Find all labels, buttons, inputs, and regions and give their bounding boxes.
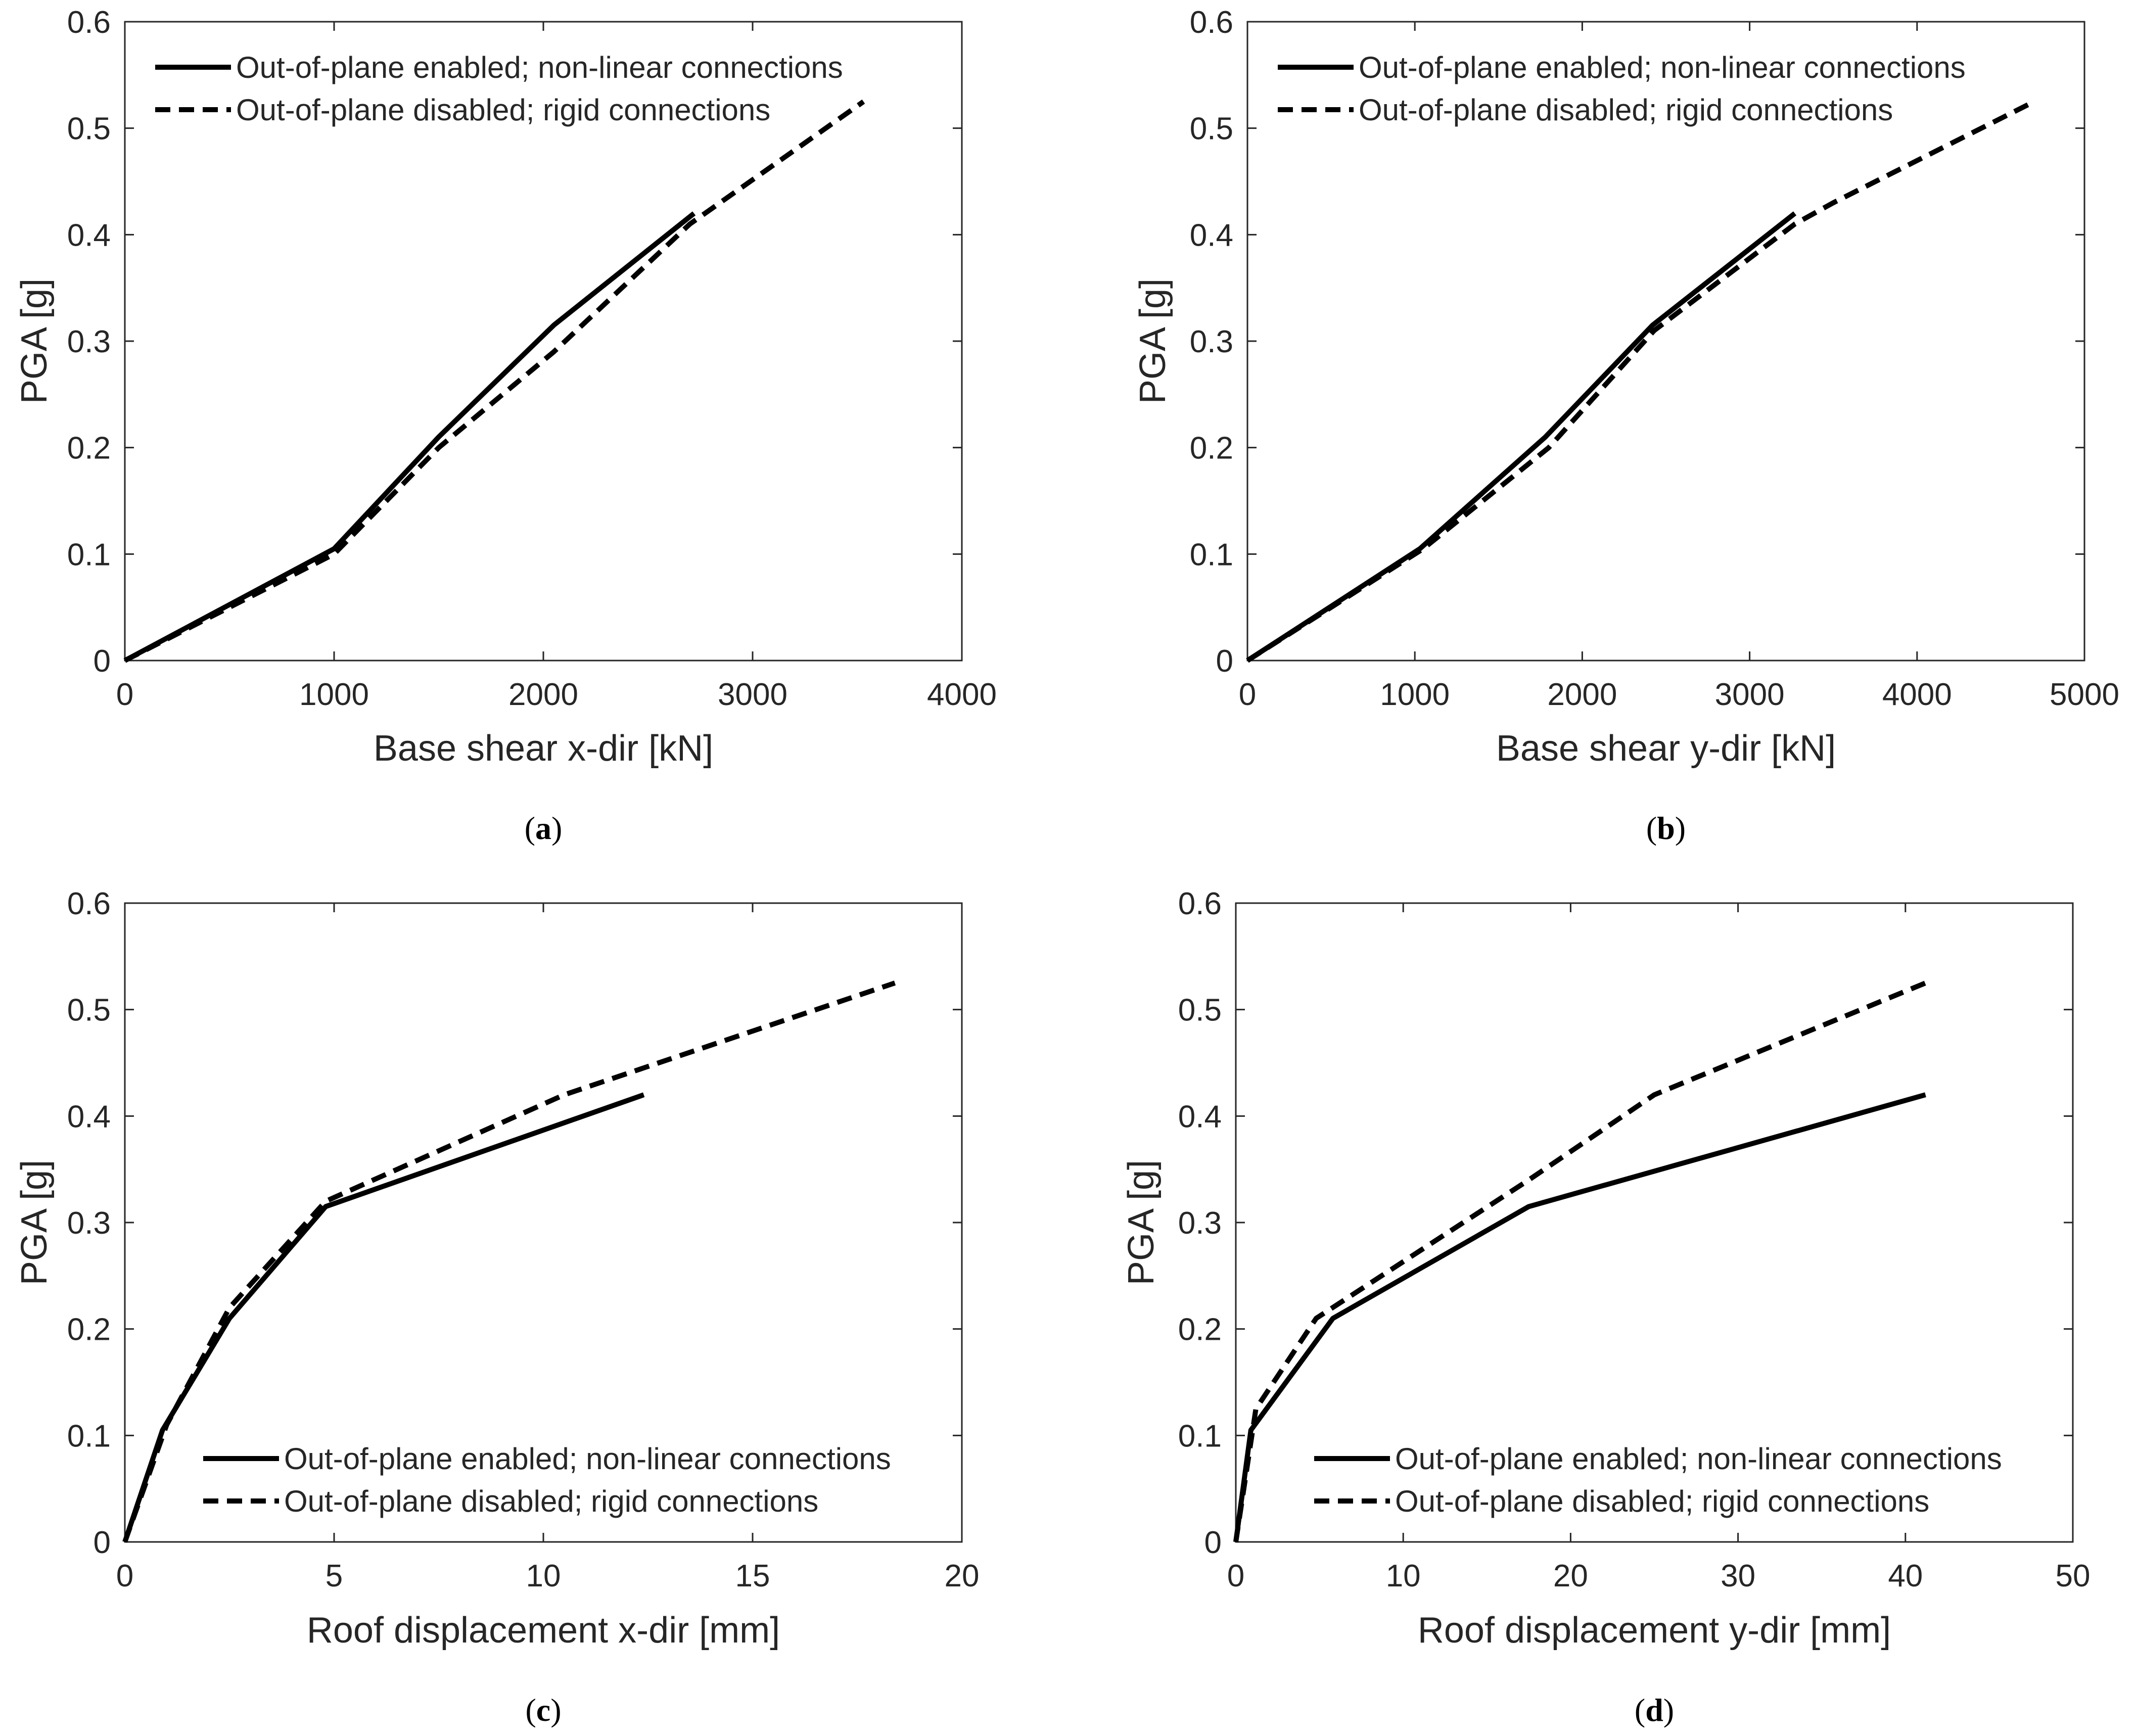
x-tick-label: 10 [1386,1559,1421,1593]
y-tick-label: 0.6 [1190,5,1233,40]
y-tick-label: 0 [1204,1525,1222,1560]
y-tick-label: 0.3 [1178,1206,1222,1241]
y-tick-label: 0 [94,644,111,679]
y-tick-label: 0.3 [1190,324,1233,359]
y-tick-label: 0.2 [67,1312,111,1347]
y-axis-label: PGA [g] [14,278,55,404]
y-tick-label: 0.6 [67,886,111,921]
y-tick-label: 0.1 [67,537,111,572]
legend-entry: Out-of-plane disabled; rigid connections [284,1484,818,1518]
x-tick-label: 3000 [1715,677,1785,712]
chart-panel-c: 0 5 10 15 20 0 0.1 0.2 0.3 0.4 0.5 0.6 Roof displace… [14,886,979,1728]
x-tick-label: 1000 [299,677,369,712]
series-line-nonlinear [123,211,696,663]
legend: Out-of-plane enabled; non-linear connect… [1314,1442,2002,1518]
caption-letter: a [535,810,551,846]
chart-panel-a: 0 1000 2000 3000 4000 0 0.1 0.2 0.3 0.4 0.5 0.6 Base… [14,5,997,846]
figure-caption: (c) [525,1692,561,1728]
x-tick-label: 20 [1553,1559,1588,1593]
legend: Out-of-plane enabled; non-linear connect… [203,1442,891,1518]
y-tick-label: 0.6 [67,5,111,40]
y-tick-label: 0.4 [67,218,111,253]
y-axis-label: PGA [g] [14,1160,55,1285]
y-axis-label: PGA [g] [1121,1160,1162,1285]
legend-entry: Out-of-plane disabled; rigid connections [236,93,770,127]
y-tick-label: 0.3 [67,1206,111,1241]
y-tick-label: 0 [94,1525,111,1560]
y-tick-label: 0 [1216,644,1233,679]
y-tick-label: 0.4 [1178,1099,1222,1134]
x-tick-label: 0 [1227,1559,1244,1593]
legend: Out-of-plane enabled; non-linear connect… [155,51,843,127]
y-tick-label: 0.2 [1190,431,1233,466]
x-tick-label: 4000 [1882,677,1952,712]
y-tick-label: 0.6 [1178,886,1222,921]
x-tick-label: 0 [1239,677,1256,712]
y-tick-label: 0.1 [1190,537,1233,572]
x-tick-label: 40 [1888,1559,1923,1593]
figure-caption: (b) [1646,810,1686,846]
series-line-rigid [123,99,865,663]
legend-entry: Out-of-plane disabled; rigid connections [1359,93,1893,127]
x-tick-label: 4000 [927,677,997,712]
chart-panel-b: 0 1000 2000 3000 4000 5000 0 0.1 0.2 0.3 0.4 0.5 0.6… [1133,5,2119,846]
figure-caption: (a) [525,810,563,846]
series-line-rigid [1246,99,2035,663]
legend-entry: Out-of-plane disabled; rigid connections [1395,1484,1929,1518]
caption-letter: c [536,1692,550,1728]
x-tick-label: 1000 [1380,677,1450,712]
x-tick-label: 15 [735,1559,770,1593]
x-axis-label: Roof displacement y-dir [mm] [1418,1610,1891,1651]
legend-entry: Out-of-plane enabled; non-linear connect… [1395,1442,2002,1476]
y-tick-label: 0.1 [67,1419,111,1453]
x-tick-label: 2000 [1547,677,1617,712]
y-axis-label: PGA [g] [1133,278,1173,404]
y-tick-label: 0.2 [1178,1312,1222,1347]
y-tick-label: 0.4 [67,1099,111,1134]
series-line-nonlinear [1246,211,1797,663]
x-tick-label: 2000 [508,677,578,712]
chart-panel-d: 0 10 20 30 40 50 0 0.1 0.2 0.3 0.4 0.5 0.6 Roof displ… [1121,886,2090,1728]
x-tick-label: 5 [326,1559,343,1593]
y-tick-label: 0.5 [1190,112,1233,147]
legend-entry: Out-of-plane enabled; non-linear connect… [236,51,843,84]
legend-entry: Out-of-plane enabled; non-linear connect… [1359,51,1966,84]
caption-letter: b [1657,810,1675,846]
x-axis-label: Base shear y-dir [kN] [1496,728,1836,769]
caption-letter: d [1645,1692,1663,1728]
series-line-rigid [122,980,896,1543]
x-tick-label: 0 [116,1559,133,1593]
y-tick-label: 0.3 [67,324,111,359]
figure-caption: (d) [1635,1692,1674,1728]
y-tick-label: 0.5 [1178,993,1222,1028]
legend-entry: Out-of-plane enabled; non-linear connect… [284,1442,891,1476]
y-tick-label: 0.4 [1190,218,1233,253]
y-tick-label: 0.1 [1178,1419,1222,1453]
y-tick-label: 0.5 [67,112,111,147]
x-tick-label: 0 [116,677,133,712]
x-axis-label: Base shear x-dir [kN] [374,728,713,769]
x-tick-label: 20 [945,1559,980,1593]
x-axis-label: Roof displacement x-dir [mm] [307,1610,780,1651]
series-line-rigid [1233,980,1927,1542]
legend: Out-of-plane enabled; non-linear connect… [1278,51,1966,127]
x-tick-label: 3000 [718,677,787,712]
y-tick-label: 0.5 [67,993,111,1028]
x-tick-label: 5000 [2050,677,2119,712]
x-tick-label: 50 [2056,1559,2091,1593]
x-tick-label: 10 [526,1559,561,1593]
y-tick-label: 0.2 [67,431,111,466]
x-tick-label: 30 [1721,1559,1755,1593]
